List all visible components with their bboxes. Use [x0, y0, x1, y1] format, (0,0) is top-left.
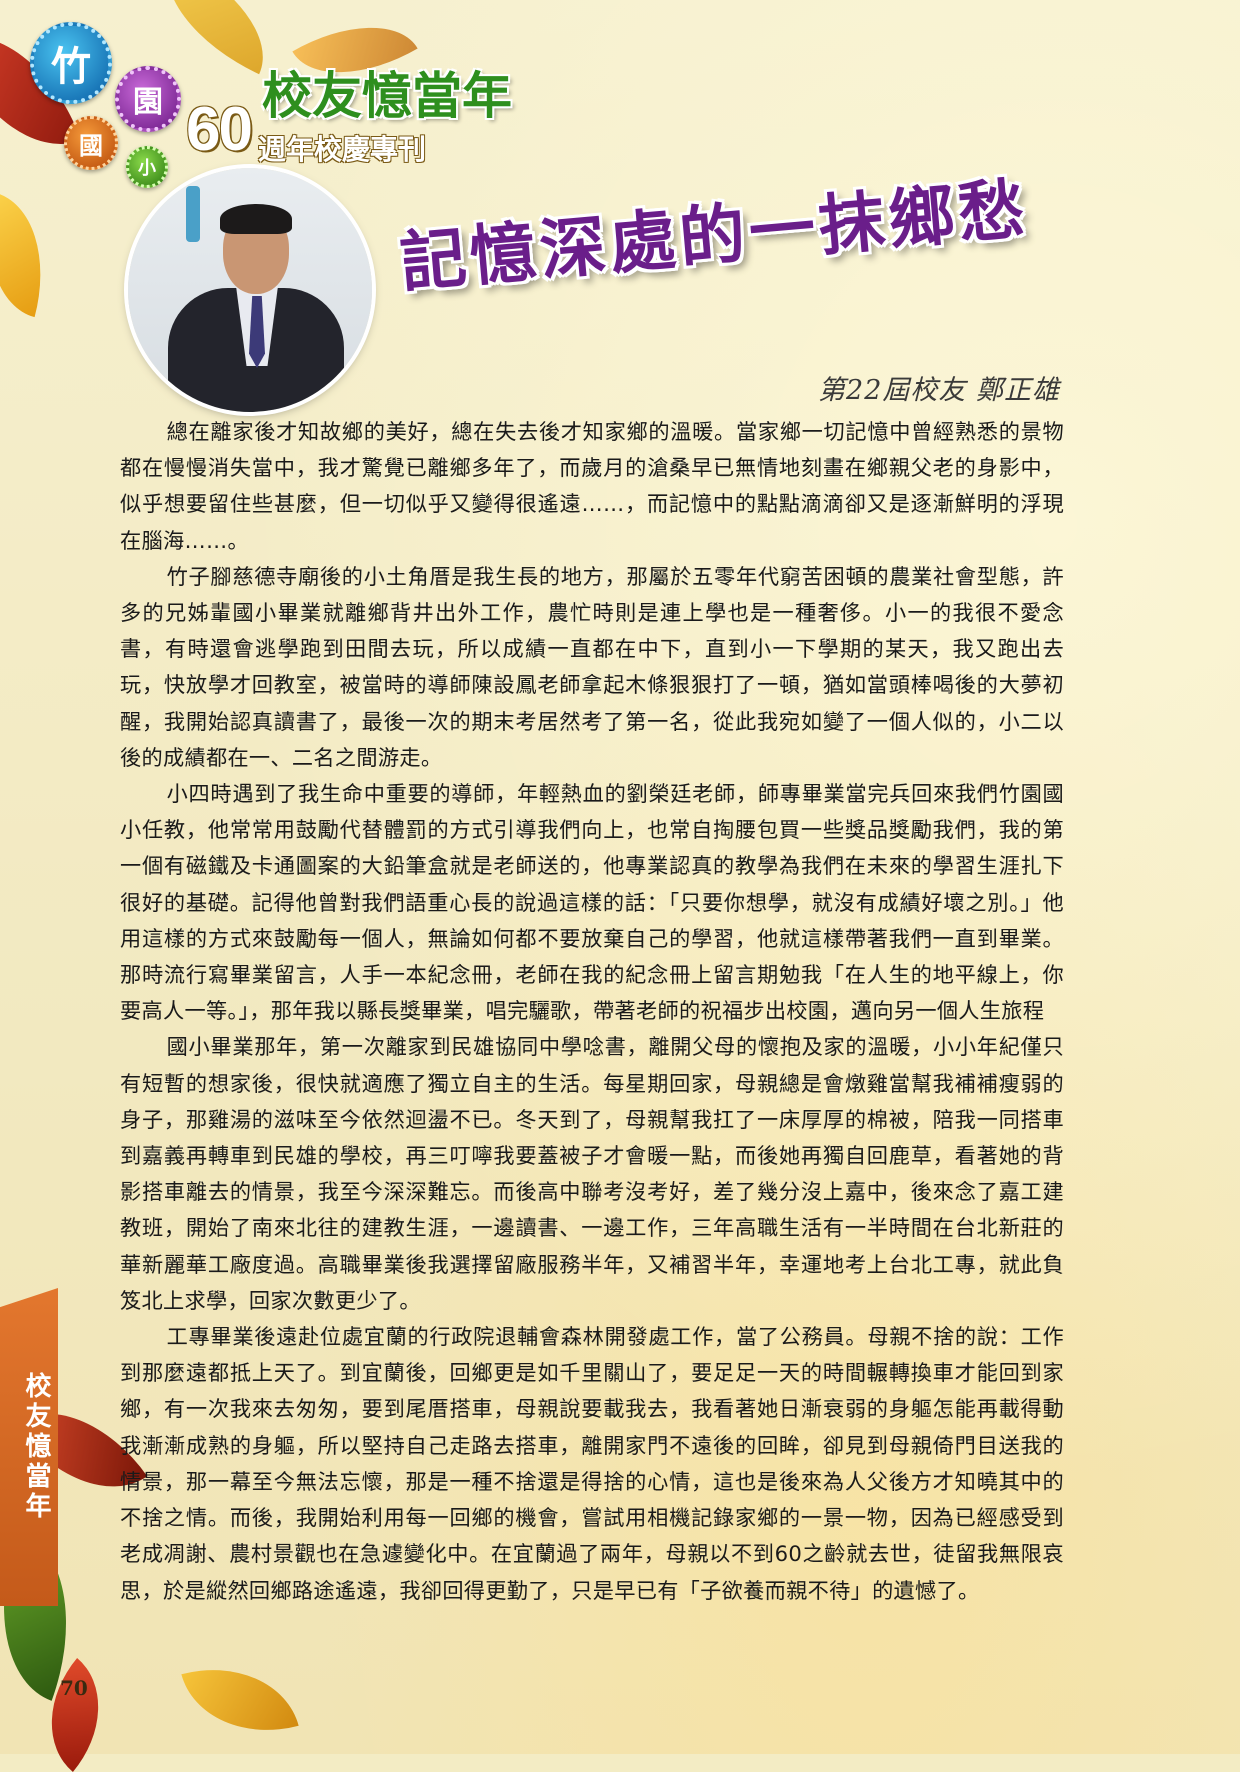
- side-tab-label: 校友憶當年: [21, 1372, 51, 1522]
- anniversary-label: 週年校慶專刊: [258, 133, 427, 166]
- page-number: 70: [60, 1676, 88, 1700]
- portrait-tie: [249, 296, 265, 368]
- article-paragraph: 工專畢業後遠赴位處宜蘭的行政院退輔會森林開發處工作，當了公務員。母親不捨的說：工…: [120, 1324, 1064, 1603]
- article-body: 總在離家後才知故鄉的美好，總在失去後才知家鄉的溫暖。當家鄉一切記憶中曾經熟悉的景…: [120, 414, 1064, 1609]
- logo-badge: 國: [64, 116, 118, 170]
- portrait-hair: [220, 204, 292, 234]
- anniversary-number: 60: [186, 95, 253, 164]
- article-paragraph: 小四時遇到了我生命中重要的導師，年輕熱血的劉榮廷老師，師專畢業當完兵回來我們竹園…: [120, 781, 1064, 1024]
- logo-badge: 園: [115, 66, 181, 132]
- logo-badge: 小: [126, 146, 168, 188]
- anniversary-logo: 竹 園 國 小 60 週年校慶專刊 校友憶當年: [0, 0, 560, 190]
- background-bottle: [186, 186, 200, 242]
- article-paragraph: 總在離家後才知故鄉的美好，總在失去後才知家鄉的溫暖。當家鄉一切記憶中曾經熟悉的景…: [120, 419, 1064, 553]
- author-portrait: [128, 168, 372, 412]
- section-side-tab: [0, 1288, 58, 1606]
- article-paragraph: 竹子腳慈德寺廟後的小土角厝是我生長的地方，那屬於五零年代窮苦困頓的農業社會型態，…: [120, 563, 1064, 770]
- section-title: 校友憶當年: [262, 66, 512, 125]
- article-paragraph: 國小畢業那年，第一次離家到民雄協同中學唸書，離開父母的懷抱及家的溫暖，小小年紀僅…: [120, 1034, 1064, 1313]
- article-byline: 第22屆校友 鄭正雄: [818, 375, 1060, 406]
- logo-badge: 竹: [30, 22, 112, 104]
